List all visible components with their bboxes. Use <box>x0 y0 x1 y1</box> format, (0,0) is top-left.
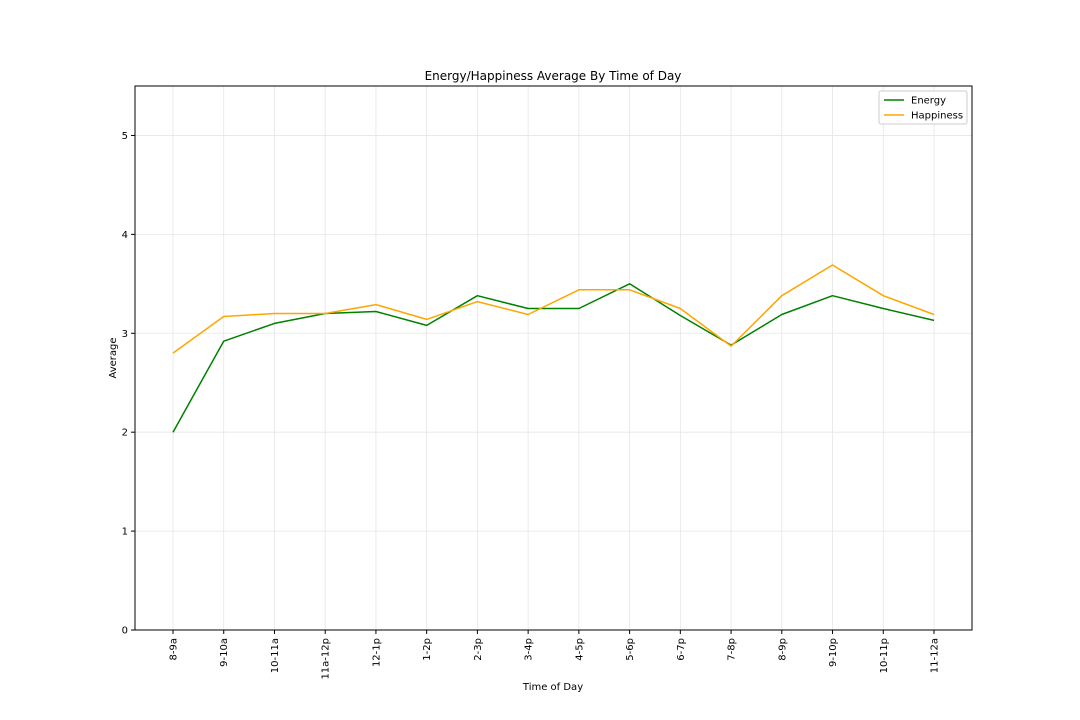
y-tick-label: 3 <box>122 329 128 340</box>
x-tick-label: 7-8p <box>727 638 738 661</box>
x-tick-label: 10-11a <box>270 638 281 673</box>
series-line-happiness <box>172 264 935 354</box>
plot-frame <box>134 85 973 631</box>
x-tick-label: 10-11p <box>879 638 890 673</box>
y-tick-label: 0 <box>122 626 128 637</box>
y-axis-label: Average <box>108 337 119 378</box>
x-tick-label: 2-3p <box>473 638 484 661</box>
y-tick-label: 1 <box>122 527 128 538</box>
y-tick-label: 5 <box>122 131 128 142</box>
x-axis-label: Time of Day <box>522 682 583 693</box>
legend-label-happiness: Happiness <box>911 111 963 122</box>
x-tick-label: 9-10a <box>219 638 230 667</box>
x-tick-label: 5-6p <box>625 638 636 661</box>
x-tick-label: 6-7p <box>676 638 687 661</box>
y-axis-ticks: 0 1 2 3 4 5 <box>122 131 135 637</box>
x-tick-label: 9-10p <box>828 638 839 667</box>
x-tick-label: 12-1p <box>371 638 382 667</box>
grid <box>135 86 972 631</box>
series-layer <box>172 264 935 433</box>
x-tick-label: 11-12a <box>930 638 941 673</box>
y-tick-label: 4 <box>122 230 128 241</box>
legend-label-energy: Energy <box>911 96 946 107</box>
x-tick-label: 8-9p <box>777 638 788 661</box>
x-tick-label: 1-2p <box>422 638 433 661</box>
x-tick-label: 11a-12p <box>321 638 332 680</box>
x-axis-ticks: 8-9a 9-10a 10-11a 11a-12p 12-1p 1-2p 2-3p 3-4p 4… <box>169 630 941 680</box>
y-tick-label: 2 <box>122 428 128 439</box>
x-tick-label: 8-9a <box>169 638 180 660</box>
x-tick-label: 3-4p <box>524 638 535 661</box>
series-line-energy <box>172 283 935 433</box>
x-tick-label: 4-5p <box>574 638 585 661</box>
legend: Energy Happiness <box>878 90 968 125</box>
chart-title: Energy/Happiness Average By Time of Day <box>425 69 682 83</box>
